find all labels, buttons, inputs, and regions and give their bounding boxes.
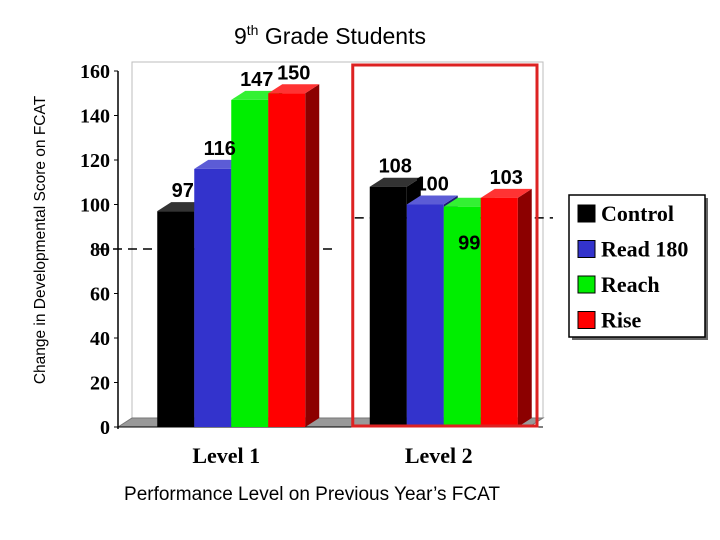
y-tick-label: 160 xyxy=(80,61,110,83)
bar-top xyxy=(406,195,458,205)
y-tick-label: 140 xyxy=(80,106,110,128)
y-tick-label: 20 xyxy=(90,373,110,395)
chart-title-main: 9 xyxy=(234,23,247,49)
y-ticks: 0 20 40 60 80 100 120 140 160 xyxy=(80,61,118,439)
data-label: 108 xyxy=(379,156,412,178)
legend: Control Read 180 Reach Rise xyxy=(568,194,708,340)
legend-swatch xyxy=(577,204,596,223)
chart-title: 9th Grade Students xyxy=(234,22,426,49)
bar xyxy=(480,188,532,427)
bars xyxy=(157,84,532,428)
plot-area: 0 20 40 60 80 100 120 140 160 Level 1 Level 2 97 116… xyxy=(80,61,553,468)
bar-top xyxy=(268,84,320,94)
y-tick-label: 80 xyxy=(90,239,110,261)
data-label: 97 xyxy=(172,180,194,202)
bar-front xyxy=(406,204,444,427)
x-tick-label: Level 1 xyxy=(192,443,260,468)
x-axis-label: Performance Level on Previous Year’s FCA… xyxy=(124,484,500,505)
x-tick-label: Level 2 xyxy=(405,443,473,468)
data-label: 150 xyxy=(277,62,310,84)
bar-front xyxy=(231,99,269,428)
y-tick-label: 60 xyxy=(90,284,110,306)
bar-front xyxy=(194,168,232,427)
bar-top xyxy=(369,177,421,187)
data-label: 100 xyxy=(416,174,449,196)
bar xyxy=(268,84,320,427)
chart-title-rest: Grade Students xyxy=(258,23,426,49)
highlight-box xyxy=(351,63,539,428)
bar-front xyxy=(443,206,481,427)
bar-front xyxy=(157,211,195,427)
legend-label: Read 180 xyxy=(601,237,688,262)
chart-title-superscript: th xyxy=(247,22,259,38)
data-label: 99 xyxy=(458,233,480,255)
y-axis-label: Change in Developmental Score on FCAT xyxy=(32,95,49,384)
y-tick-label: 0 xyxy=(100,417,110,439)
legend-swatch xyxy=(577,311,596,329)
bar-side xyxy=(305,84,320,427)
data-label: 147 xyxy=(240,69,273,91)
bar-front xyxy=(480,197,518,427)
legend-label: Control xyxy=(601,201,674,226)
legend-label: Reach xyxy=(601,272,660,297)
data-label: 116 xyxy=(204,138,236,160)
y-tick-label: 100 xyxy=(80,195,110,217)
data-label: 103 xyxy=(490,167,523,189)
bar-front xyxy=(268,93,306,427)
y-tick-label: 40 xyxy=(90,328,110,350)
legend-swatch xyxy=(577,240,596,258)
y-tick-label: 120 xyxy=(80,150,110,172)
x-tick-labels: Level 1 Level 2 xyxy=(192,443,472,468)
bar-front xyxy=(369,186,407,427)
bar-side xyxy=(517,188,532,427)
bar-top xyxy=(480,188,532,198)
legend-label: Rise xyxy=(601,308,642,333)
legend-swatch xyxy=(577,275,596,294)
